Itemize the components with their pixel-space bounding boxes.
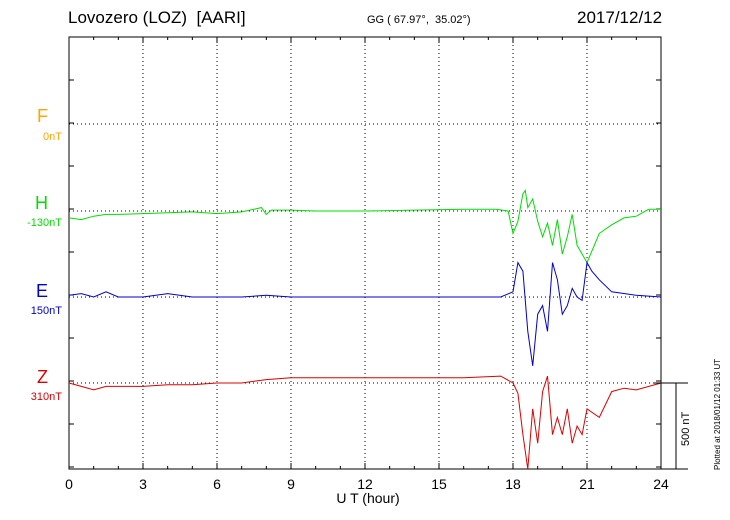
x-tick-label: 21 (579, 476, 595, 492)
series-line-Z (68, 375, 662, 470)
series-label-E: E (35, 281, 48, 301)
x-tick-label: 24 (653, 476, 669, 492)
series-baseline-F: 0nT (43, 131, 62, 143)
series-label-Z: Z (37, 367, 48, 387)
x-tick-label: 12 (357, 476, 373, 492)
series-baseline-H: -130nT (27, 217, 62, 229)
series-baseline-E: 150nT (30, 305, 62, 317)
station-coordinates: GG ( 67.97°, 35.02°) (367, 14, 471, 26)
station-title: Lovozero (LOZ) [AARI] (68, 8, 246, 27)
x-tick-label: 18 (505, 476, 521, 492)
plot-date: 2017/12/12 (577, 8, 663, 27)
series-label-F: F (37, 106, 48, 126)
series-baseline-Z: 310nT (30, 391, 62, 403)
x-tick-label: 15 (431, 476, 447, 492)
x-axis-label: U T (hour) (336, 490, 400, 506)
series-line-H (68, 189, 661, 264)
scale-bar-label: 500 nT (680, 411, 692, 446)
x-tick-label: 0 (65, 476, 73, 492)
x-tick-label: 3 (139, 476, 147, 492)
x-tick-label: 9 (287, 476, 295, 492)
series-label-H: H (35, 193, 48, 213)
series-line-E (68, 261, 662, 366)
plotted-timestamp: Plotted at 2018/01/12 01:33 UT (713, 358, 722, 470)
x-tick-label: 6 (213, 476, 221, 492)
